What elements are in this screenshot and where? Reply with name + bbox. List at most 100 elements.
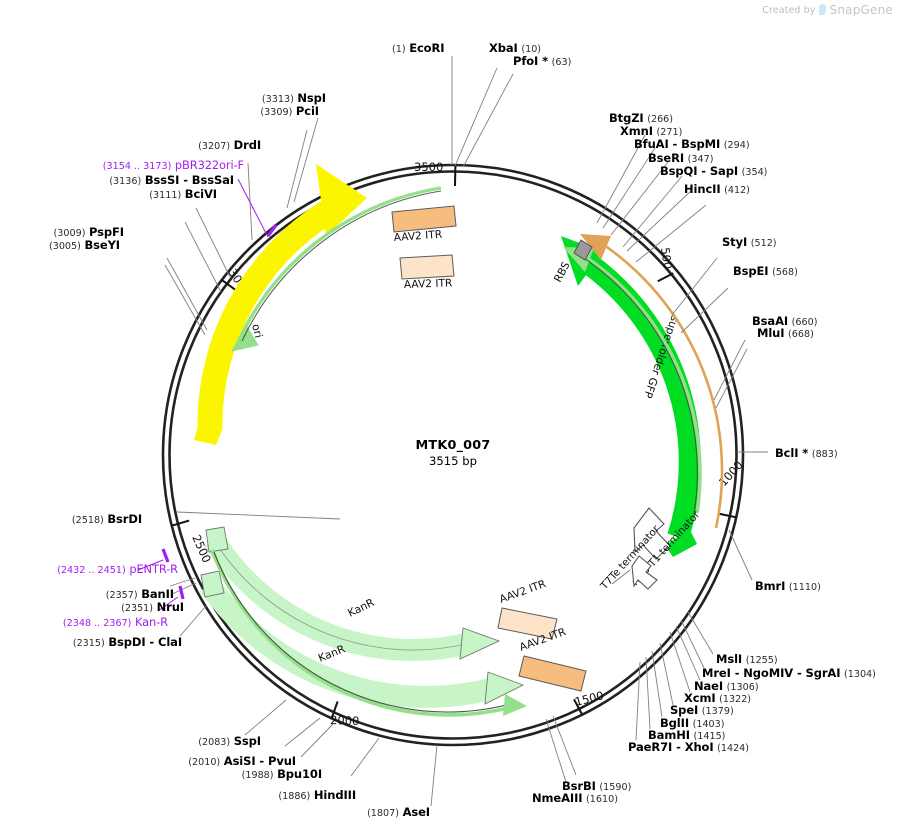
primer-label-pentr-r[interactable]: (2432 .. 2451) pENTR-R bbox=[10, 563, 178, 576]
kanr-gene-arrow[interactable] bbox=[210, 549, 527, 717]
site-name: XmnI bbox=[620, 124, 653, 138]
site-name: NmeAIII bbox=[532, 791, 583, 805]
site-label-sspi[interactable]: (2083) SspI bbox=[155, 735, 261, 748]
site-label-pcii[interactable]: (3309) PciI bbox=[215, 105, 319, 118]
primer-tick-pbr322ori-f[interactable] bbox=[266, 224, 278, 237]
kanr-label-2: KanR bbox=[316, 642, 347, 665]
site-label-bcli[interactable]: BclI * (883) bbox=[775, 447, 838, 460]
site-label-msli[interactable]: MslI (1255) bbox=[716, 653, 778, 666]
site-label-bamhi[interactable]: BamHI (1415) bbox=[648, 729, 725, 742]
site-position: (2351) bbox=[121, 603, 154, 614]
site-name: PspFI bbox=[89, 225, 124, 239]
site-label-mlui[interactable]: MluI (668) bbox=[757, 327, 814, 340]
leader-lines bbox=[164, 56, 768, 807]
ori-label: ori bbox=[249, 323, 265, 340]
site-name: NspI bbox=[297, 91, 326, 105]
primer-name: Kan-R bbox=[135, 615, 168, 629]
site-label-drdi[interactable]: (3207) DrdI bbox=[122, 139, 261, 152]
site-label-nspi[interactable]: (3313) NspI bbox=[222, 92, 326, 105]
rbs-label: RBS bbox=[552, 260, 573, 285]
site-label-asisi-pvui[interactable]: (2010) AsiSI - PvuI bbox=[140, 755, 296, 768]
site-label-xbai[interactable]: XbaI (10) bbox=[489, 42, 541, 55]
aav2-itr-box-3[interactable] bbox=[497, 607, 558, 640]
site-label-bsaai[interactable]: BsaAI (660) bbox=[752, 315, 817, 328]
sfgfp-outer-orange-arc[interactable] bbox=[580, 234, 724, 529]
site-label-hindiii[interactable]: (1886) HindIII bbox=[218, 789, 356, 802]
plasmid-size: 3515 bp bbox=[429, 454, 477, 468]
site-position: (3313) bbox=[261, 94, 294, 105]
site-label-mrei-ngomiv-sgrai[interactable]: MreI - NgoMIV - SgrAI (1304) bbox=[702, 667, 876, 680]
site-label-ecori[interactable]: (1) EcoRI bbox=[392, 41, 445, 55]
site-label-bsssi-bsssai[interactable]: (3136) BssSI - BssSaI bbox=[16, 174, 234, 187]
aav2-itr-boxes bbox=[391, 205, 587, 692]
site-label-banii[interactable]: (2357) BanII bbox=[57, 588, 174, 601]
primer-tick-pentr-r[interactable] bbox=[161, 548, 170, 563]
site-name: SspI bbox=[233, 734, 261, 748]
site-name: NaeI bbox=[694, 679, 724, 693]
site-name: HindIII bbox=[313, 788, 356, 802]
site-name: MreI - NgoMIV - SgrAI bbox=[702, 666, 841, 680]
site-label-bspei[interactable]: BspEI (568) bbox=[733, 265, 798, 278]
site-label-spei[interactable]: SpeI (1379) bbox=[670, 704, 734, 717]
site-label-hincii[interactable]: HincII (412) bbox=[684, 183, 750, 196]
primer-label-kan-r[interactable]: (2348 .. 2367) Kan-R bbox=[10, 615, 168, 629]
site-label-styi[interactable]: StyI (512) bbox=[722, 236, 777, 249]
primer-label-pbr322ori-f[interactable]: (3154 .. 3173) pBR322ori-F bbox=[40, 158, 244, 172]
site-name: PaeR7I - XhoI bbox=[628, 740, 714, 754]
ruler-tick-labels: 3500 500 1000 1500 2000 2500 3000 bbox=[189, 160, 746, 728]
site-label-bseri[interactable]: BseRI (347) bbox=[648, 152, 713, 165]
site-position: (63) bbox=[551, 57, 572, 68]
site-name: BspEI bbox=[733, 264, 769, 278]
site-label-bsrbi[interactable]: BsrBI (1590) bbox=[562, 780, 631, 793]
site-label-bglii[interactable]: BglII (1403) bbox=[660, 717, 725, 730]
site-position: (1306) bbox=[726, 682, 759, 693]
site-label-asei[interactable]: (1807) AseI bbox=[298, 806, 430, 819]
site-label-bseyi[interactable]: (3005) BseYI bbox=[8, 239, 120, 252]
site-label-pfoi[interactable]: PfoI * (63) bbox=[513, 55, 571, 68]
ori-feature[interactable]: ori bbox=[194, 164, 367, 445]
site-name: HincII bbox=[684, 182, 721, 196]
snapgene-logo-icon bbox=[818, 4, 827, 16]
aav2-itr-box-1[interactable] bbox=[391, 205, 457, 233]
site-name: DrdI bbox=[233, 138, 261, 152]
sfgfp-feature[interactable]: superfolder GFP bbox=[561, 236, 701, 557]
site-position: (3309) bbox=[260, 107, 293, 118]
aav2-itr-box-2[interactable] bbox=[399, 254, 455, 280]
site-position: (1379) bbox=[701, 706, 734, 717]
site-label-bpu10i[interactable]: (1988) Bpu10I bbox=[190, 768, 322, 781]
site-label-bmri[interactable]: BmrI (1110) bbox=[755, 580, 821, 593]
primer-tick-kan-r[interactable] bbox=[178, 585, 185, 600]
site-position: (3111) bbox=[149, 190, 182, 201]
site-label-naei[interactable]: NaeI (1306) bbox=[694, 680, 759, 693]
primer-position: (2432 .. 2451) bbox=[57, 565, 126, 576]
site-name: EcoRI bbox=[409, 41, 445, 55]
site-name: BsrBI bbox=[562, 779, 596, 793]
site-label-xcmi[interactable]: XcmI (1322) bbox=[684, 692, 751, 705]
aav2-itr-label-3: AAV2 ITR bbox=[498, 578, 548, 606]
site-label-paer7i-xhoi[interactable]: PaeR7I - XhoI (1424) bbox=[628, 741, 749, 754]
site-label-nmeaiii[interactable]: NmeAIII (1610) bbox=[532, 792, 618, 805]
site-name: BmrI bbox=[755, 579, 786, 593]
primer-name: pBR322ori-F bbox=[174, 158, 244, 172]
primer-position: (3154 .. 3173) bbox=[102, 161, 172, 172]
site-label-bsrdi[interactable]: (2518) BsrDI bbox=[32, 513, 142, 526]
ori-promoter-arrow[interactable] bbox=[231, 186, 442, 352]
aav2-itr-label-1: AAV2 ITR bbox=[393, 229, 443, 244]
site-label-bfuai-bspmi[interactable]: BfuAI - BspMI (294) bbox=[634, 138, 750, 151]
site-label-bspqi-sapi[interactable]: BspQI - SapI (354) bbox=[660, 165, 767, 178]
site-label-nrui[interactable]: (2351) NruI bbox=[70, 601, 184, 614]
site-name: BsrDI bbox=[107, 512, 142, 526]
site-label-xmni[interactable]: XmnI (271) bbox=[620, 125, 682, 138]
aav2-itr-box-4[interactable] bbox=[518, 655, 587, 692]
site-label-bspdi-clai[interactable]: (2315) BspDI - ClaI bbox=[42, 636, 182, 649]
site-label-bcivi[interactable]: (3111) BciVI bbox=[80, 188, 217, 201]
site-position: (3009) bbox=[53, 228, 86, 239]
site-label-btgzi[interactable]: BtgZI (266) bbox=[609, 112, 673, 125]
site-name: BamHI bbox=[648, 728, 690, 742]
site-position: (1886) bbox=[278, 791, 311, 802]
site-position: (1403) bbox=[692, 719, 725, 730]
site-label-pspfi[interactable]: (3009) PspFI bbox=[16, 225, 125, 239]
site-position: (1255) bbox=[745, 655, 778, 666]
site-position: (294) bbox=[723, 140, 750, 151]
